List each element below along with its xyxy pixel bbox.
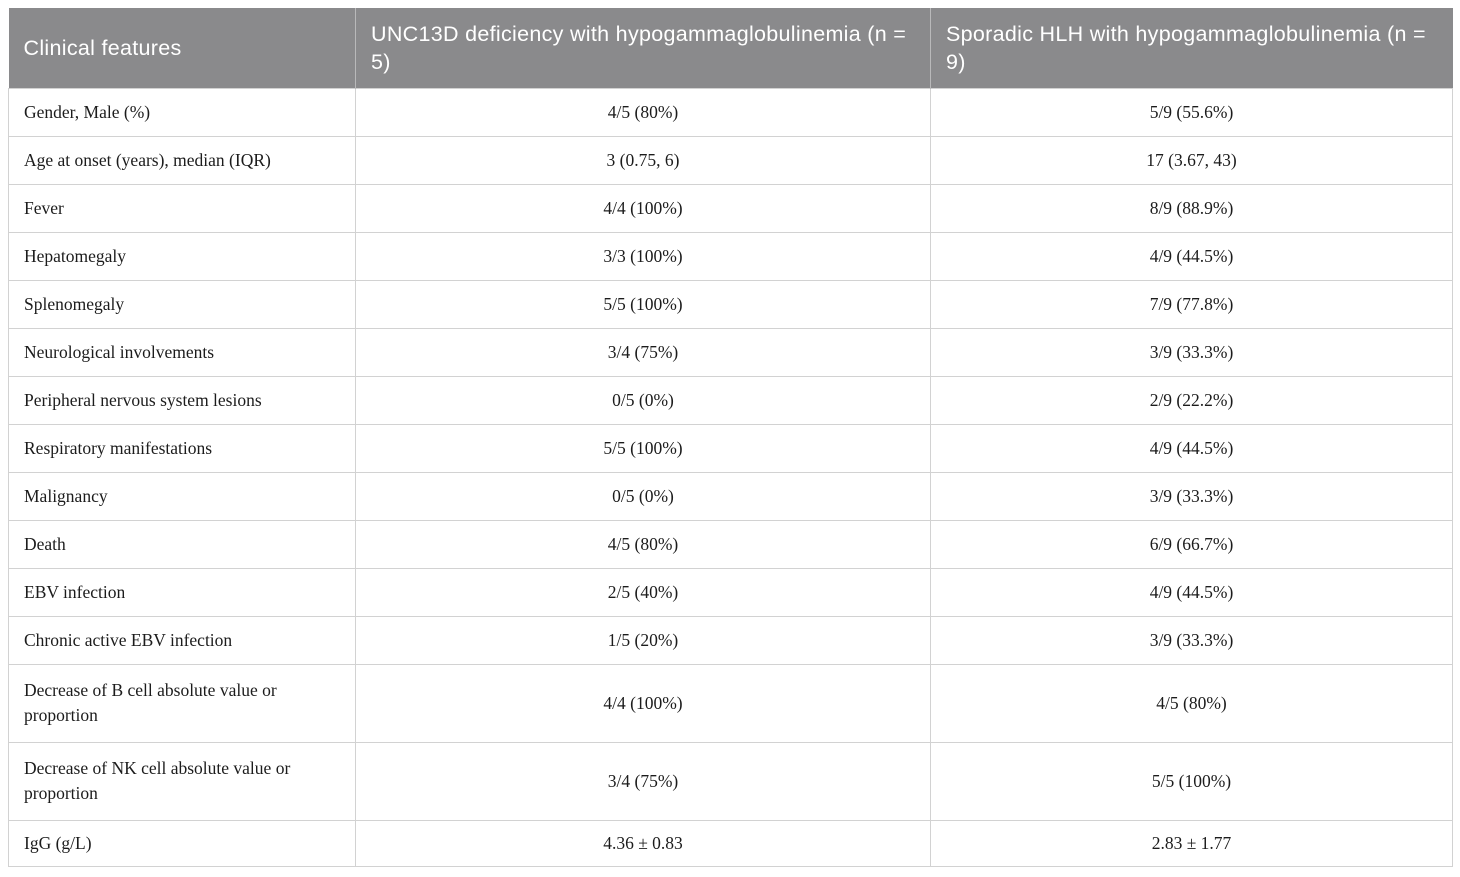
unc13d-value-cell: 4/5 (80%) <box>355 87 931 137</box>
feature-cell: Decrease of NK cell absolute value or pr… <box>8 741 356 821</box>
sporadic-value-cell: 17 (3.67, 43) <box>930 135 1453 185</box>
sporadic-value-cell: 6/9 (66.7%) <box>930 519 1453 569</box>
unc13d-value-cell: 0/5 (0%) <box>355 471 931 521</box>
unc13d-value-cell: 4/4 (100%) <box>355 183 931 233</box>
table-row: IgG (g/L) 4.36 ± 0.83 2.83 ± 1.77 <box>8 819 1453 867</box>
sporadic-value-cell: 4/9 (44.5%) <box>930 567 1453 617</box>
feature-cell: Neurological involvements <box>8 327 356 377</box>
table-row: Splenomegaly 5/5 (100%) 7/9 (77.8%) <box>8 279 1453 329</box>
unc13d-value-cell: 3/4 (75%) <box>355 327 931 377</box>
feature-cell: Death <box>8 519 356 569</box>
feature-cell: IgG (g/L) <box>8 819 356 867</box>
table-row: Age at onset (years), median (IQR) 3 (0.7… <box>8 135 1453 185</box>
feature-cell: Hepatomegaly <box>8 231 356 281</box>
table-row: Chronic active EBV infection 1/5 (20%) 3/9… <box>8 615 1453 665</box>
feature-cell: Fever <box>8 183 356 233</box>
sporadic-value-cell: 3/9 (33.3%) <box>930 471 1453 521</box>
header-row: Clinical features UNC13D deficiency with… <box>8 8 1453 88</box>
unc13d-value-cell: 3 (0.75, 6) <box>355 135 931 185</box>
table-row: Peripheral nervous system lesions 0/5 (0%… <box>8 375 1453 425</box>
clinical-features-table: Clinical features UNC13D deficiency with… <box>8 8 1453 867</box>
table-row: Decrease of NK cell absolute value or pr… <box>8 741 1453 821</box>
feature-cell: EBV infection <box>8 567 356 617</box>
table-row: EBV infection 2/5 (40%) 4/9 (44.5%) <box>8 567 1453 617</box>
feature-cell: Splenomegaly <box>8 279 356 329</box>
table-body: Gender, Male (%) 4/5 (80%) 5/9 (55.6%) Age … <box>8 87 1453 867</box>
sporadic-value-cell: 3/9 (33.3%) <box>930 615 1453 665</box>
table-row: Hepatomegaly 3/3 (100%) 4/9 (44.5%) <box>8 231 1453 281</box>
feature-cell: Peripheral nervous system lesions <box>8 375 356 425</box>
table-row: Malignancy 0/5 (0%) 3/9 (33.3%) <box>8 471 1453 521</box>
table-row: Death 4/5 (80%) 6/9 (66.7%) <box>8 519 1453 569</box>
sporadic-value-cell: 7/9 (77.8%) <box>930 279 1453 329</box>
unc13d-value-cell: 5/5 (100%) <box>355 423 931 473</box>
unc13d-value-cell: 0/5 (0%) <box>355 375 931 425</box>
unc13d-value-cell: 3/3 (100%) <box>355 231 931 281</box>
table-row: Gender, Male (%) 4/5 (80%) 5/9 (55.6%) <box>8 87 1453 137</box>
feature-cell: Gender, Male (%) <box>8 87 356 137</box>
unc13d-value-cell: 5/5 (100%) <box>355 279 931 329</box>
sporadic-value-cell: 3/9 (33.3%) <box>930 327 1453 377</box>
unc13d-value-cell: 4/5 (80%) <box>355 519 931 569</box>
sporadic-value-cell: 2.83 ± 1.77 <box>930 819 1453 867</box>
unc13d-value-cell: 2/5 (40%) <box>355 567 931 617</box>
feature-cell: Decrease of B cell absolute value or pro… <box>8 663 356 743</box>
header-unc13d-group: UNC13D deficiency with hypogammaglobulin… <box>355 8 931 88</box>
table-row: Decrease of B cell absolute value or pro… <box>8 663 1453 743</box>
unc13d-value-cell: 4.36 ± 0.83 <box>355 819 931 867</box>
sporadic-value-cell: 5/9 (55.6%) <box>930 87 1453 137</box>
table-row: Respiratory manifestations 5/5 (100%) 4/9 … <box>8 423 1453 473</box>
sporadic-value-cell: 4/9 (44.5%) <box>930 231 1453 281</box>
sporadic-value-cell: 5/5 (100%) <box>930 741 1453 821</box>
sporadic-value-cell: 4/5 (80%) <box>930 663 1453 743</box>
sporadic-value-cell: 2/9 (22.2%) <box>930 375 1453 425</box>
feature-cell: Malignancy <box>8 471 356 521</box>
header-sporadic-group: Sporadic HLH with hypogammaglobulinemia … <box>930 8 1453 88</box>
header-clinical-features: Clinical features <box>8 8 356 88</box>
unc13d-value-cell: 3/4 (75%) <box>355 741 931 821</box>
unc13d-value-cell: 1/5 (20%) <box>355 615 931 665</box>
table-row: Neurological involvements 3/4 (75%) 3/9 (3… <box>8 327 1453 377</box>
sporadic-value-cell: 8/9 (88.9%) <box>930 183 1453 233</box>
table-row: Fever 4/4 (100%) 8/9 (88.9%) <box>8 183 1453 233</box>
feature-cell: Age at onset (years), median (IQR) <box>8 135 356 185</box>
unc13d-value-cell: 4/4 (100%) <box>355 663 931 743</box>
feature-cell: Chronic active EBV infection <box>8 615 356 665</box>
table-header: Clinical features UNC13D deficiency with… <box>8 8 1453 88</box>
feature-cell: Respiratory manifestations <box>8 423 356 473</box>
sporadic-value-cell: 4/9 (44.5%) <box>930 423 1453 473</box>
